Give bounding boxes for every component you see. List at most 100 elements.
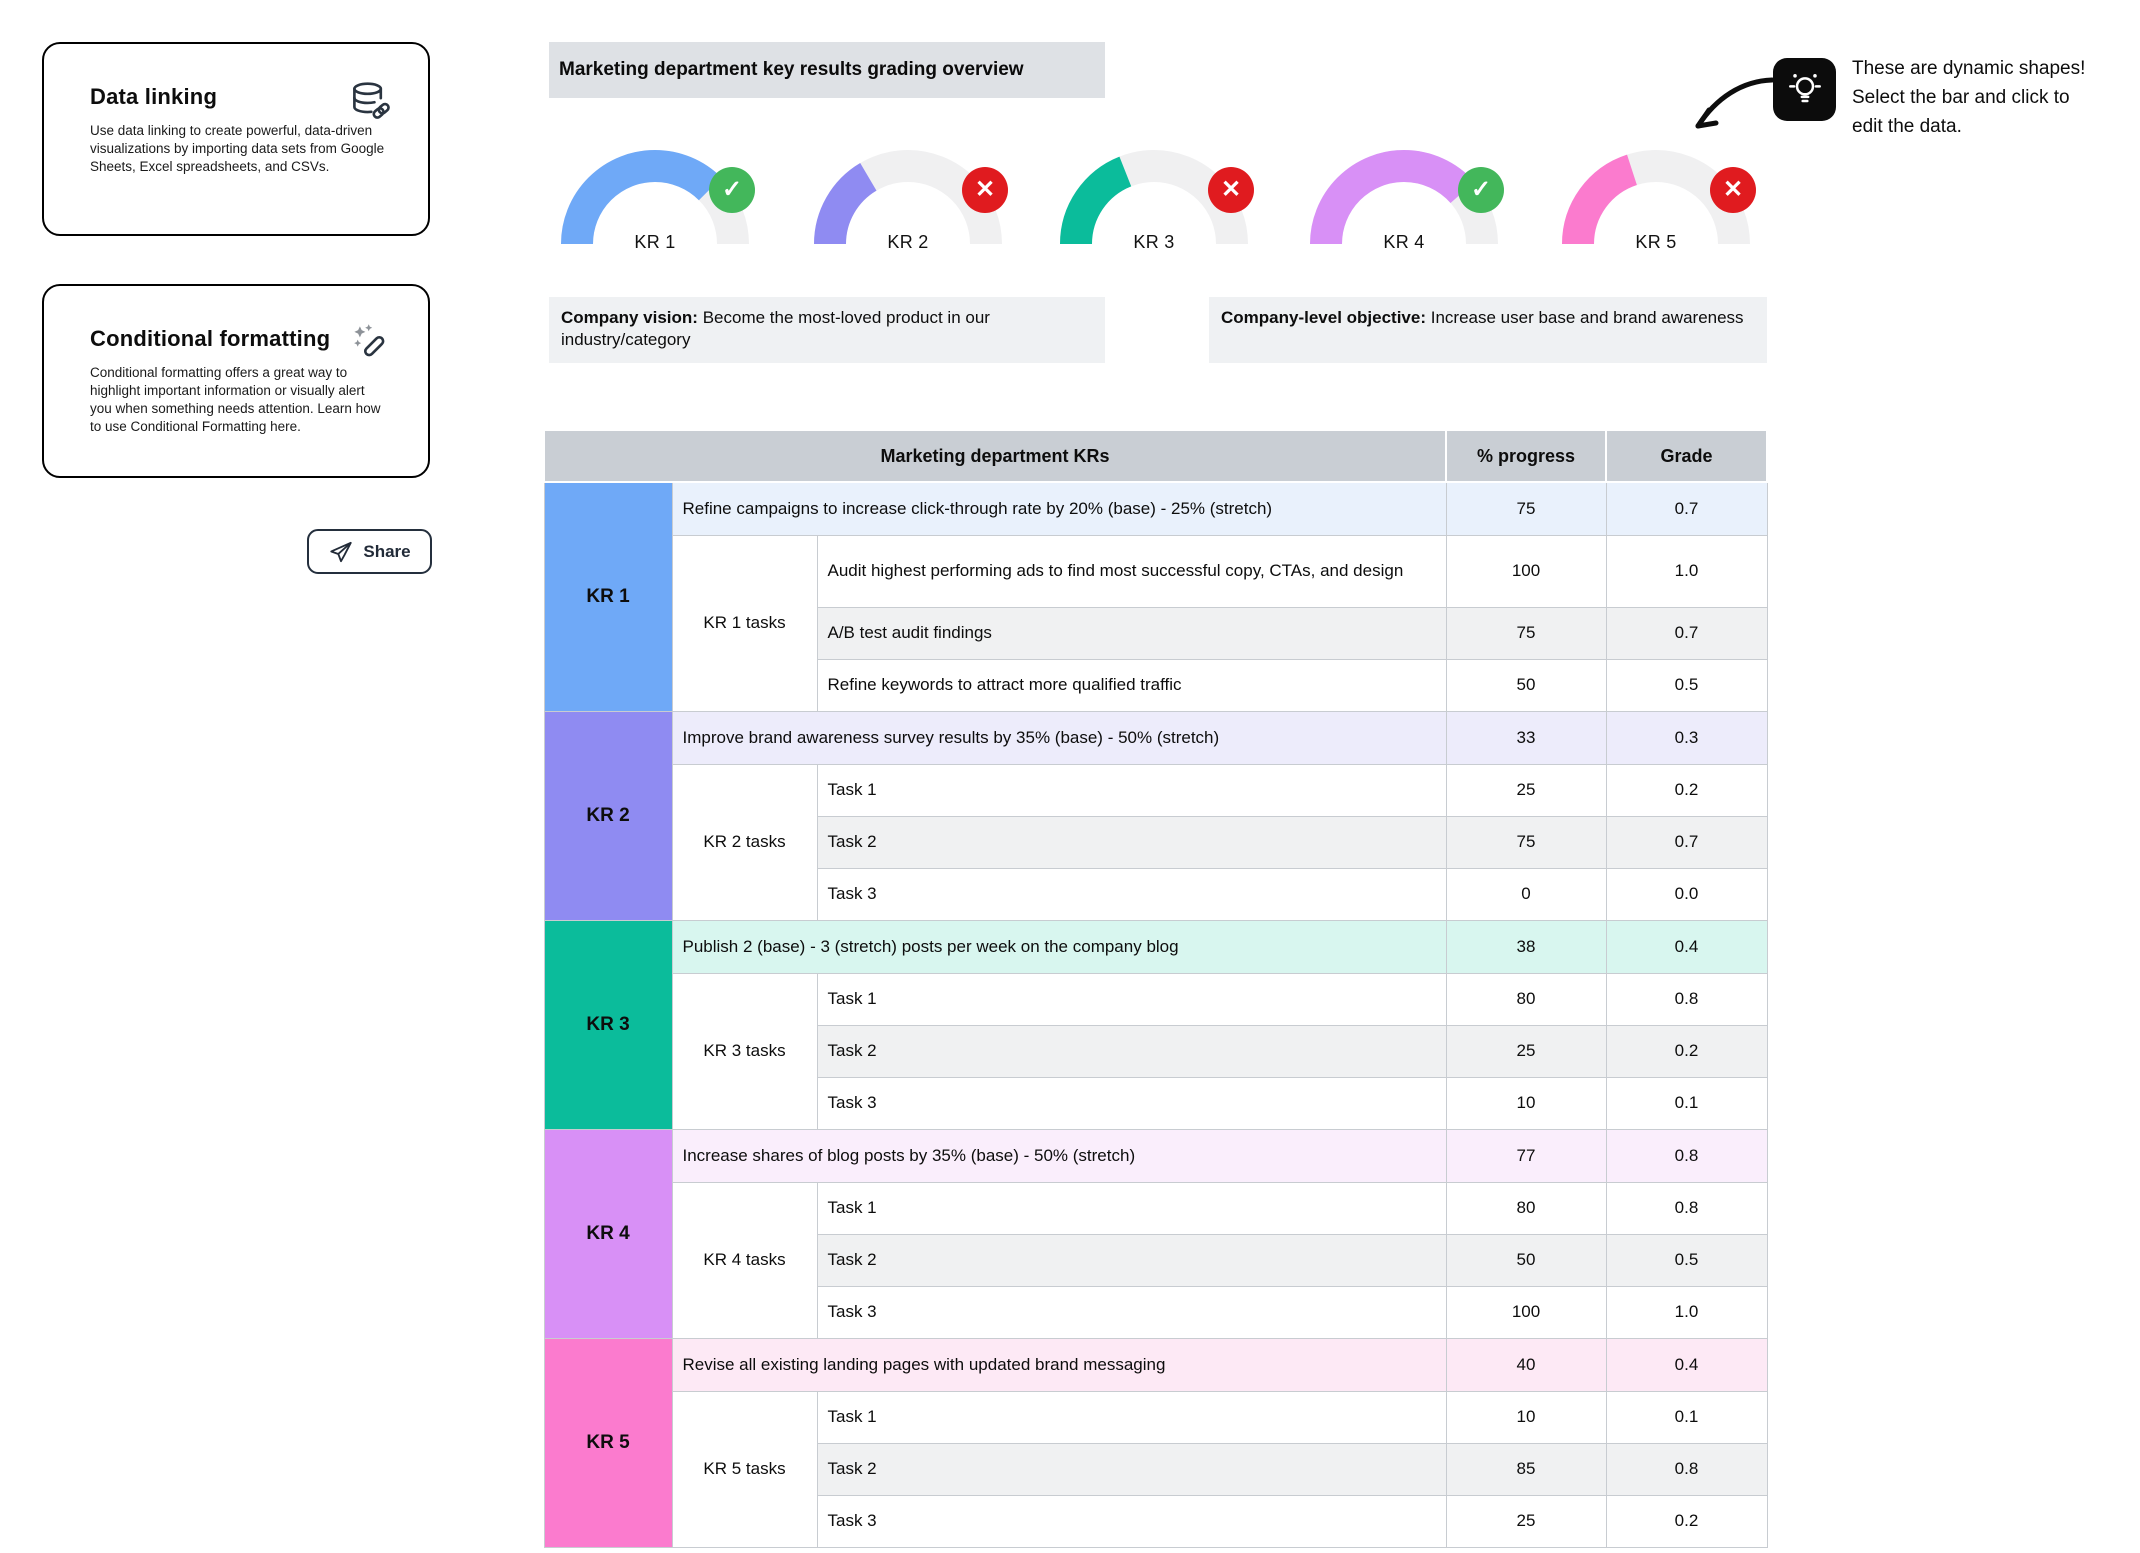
table-header-row: Marketing department KRs % progress Grad… [543, 429, 1768, 483]
grade-cell[interactable]: 0.2 [1605, 1494, 1768, 1548]
data-linking-card[interactable]: Data linking Use data linking to create … [42, 42, 430, 236]
grade-cell[interactable]: 1.0 [1605, 534, 1768, 608]
board-title[interactable]: Marketing department key results grading… [549, 42, 1105, 98]
header-progress[interactable]: % progress [1445, 429, 1607, 483]
progress-cell[interactable]: 25 [1445, 1024, 1607, 1078]
gauge-label: KR 4 [1383, 232, 1425, 252]
task-row: Task 3 100 1.0 [544, 1285, 1768, 1339]
grade-cell[interactable]: 0.5 [1605, 658, 1768, 712]
tasks-label-cell[interactable]: KR 4 tasks [671, 1181, 818, 1339]
progress-cell[interactable]: 80 [1445, 1181, 1607, 1235]
kr-desc-cell[interactable]: Improve brand awareness survey results b… [671, 710, 1447, 765]
company-objective-box[interactable]: Company-level objective: Increase user b… [1209, 297, 1767, 363]
grade-cell[interactable]: 0.2 [1605, 763, 1768, 817]
conditional-formatting-card[interactable]: Conditional formatting Conditional forma… [42, 284, 430, 478]
tasks-label-cell[interactable]: KR 3 tasks [671, 972, 818, 1130]
grade-cell[interactable]: 1.0 [1605, 1285, 1768, 1339]
task-desc-cell[interactable]: Task 3 [816, 1076, 1447, 1130]
grade-cell[interactable]: 0.8 [1605, 1442, 1768, 1496]
progress-cell[interactable]: 10 [1445, 1390, 1607, 1444]
task-desc-cell[interactable]: A/B test audit findings [816, 606, 1447, 660]
progress-cell[interactable]: 50 [1445, 1233, 1607, 1287]
task-desc-cell[interactable]: Task 2 [816, 1442, 1447, 1496]
kr-desc-cell[interactable]: Refine campaigns to increase click-throu… [671, 481, 1447, 536]
share-button[interactable]: Share [307, 529, 432, 574]
task-desc-cell[interactable]: Task 2 [816, 1233, 1447, 1287]
kr-label-cell[interactable]: KR 2 [543, 710, 673, 921]
progress-cell[interactable]: 75 [1445, 815, 1607, 869]
status-badge[interactable]: ✓ [709, 167, 755, 213]
grade-cell[interactable]: 0.2 [1605, 1024, 1768, 1078]
kr-desc-cell[interactable]: Revise all existing landing pages with u… [671, 1337, 1447, 1392]
gauge-kr-1[interactable]: ✓ KR 1 [560, 147, 755, 259]
grade-cell[interactable]: 0.7 [1605, 815, 1768, 869]
kr-label-cell[interactable]: KR 5 [543, 1337, 673, 1548]
progress-cell[interactable]: 33 [1445, 710, 1607, 765]
gauge-kr-2[interactable]: ✕ KR 2 [813, 147, 1008, 259]
task-desc-cell[interactable]: Task 1 [816, 763, 1447, 817]
grade-cell[interactable]: 0.1 [1605, 1390, 1768, 1444]
header-grade[interactable]: Grade [1605, 429, 1768, 483]
kr-desc-cell[interactable]: Increase shares of blog posts by 35% (ba… [671, 1128, 1447, 1183]
grade-cell[interactable]: 0.4 [1605, 1337, 1768, 1392]
grade-cell[interactable]: 0.5 [1605, 1233, 1768, 1287]
kr-label-cell[interactable]: KR 3 [543, 919, 673, 1130]
kr-label-cell[interactable]: KR 4 [543, 1128, 673, 1339]
status-badge[interactable]: ✕ [962, 167, 1008, 213]
tasks-label-cell[interactable]: KR 1 tasks [671, 534, 818, 712]
task-desc-cell[interactable]: Refine keywords to attract more qualifie… [816, 658, 1447, 712]
grade-cell[interactable]: 0.3 [1605, 710, 1768, 765]
task-desc-cell[interactable]: Task 1 [816, 1390, 1447, 1444]
grade-cell[interactable]: 0.1 [1605, 1076, 1768, 1130]
grade-cell[interactable]: 0.8 [1605, 1128, 1768, 1183]
progress-cell[interactable]: 40 [1445, 1337, 1607, 1392]
board-title-text: Marketing department key results grading… [559, 59, 1024, 80]
progress-cell[interactable]: 85 [1445, 1442, 1607, 1496]
company-vision-box[interactable]: Company vision: Become the most-loved pr… [549, 297, 1105, 363]
task-desc-cell[interactable]: Task 3 [816, 867, 1447, 921]
grade-cell[interactable]: 0.7 [1605, 481, 1768, 536]
tasks-label-cell[interactable]: KR 2 tasks [671, 763, 818, 921]
progress-cell[interactable]: 10 [1445, 1076, 1607, 1130]
task-row: Task 2 85 0.8 [544, 1442, 1768, 1496]
grade-cell[interactable]: 0.8 [1605, 1181, 1768, 1235]
task-desc-cell[interactable]: Task 3 [816, 1494, 1447, 1548]
progress-cell[interactable]: 77 [1445, 1128, 1607, 1183]
grade-cell[interactable]: 0.8 [1605, 972, 1768, 1026]
tasks-label-cell[interactable]: KR 5 tasks [671, 1390, 818, 1548]
progress-cell[interactable]: 25 [1445, 763, 1607, 817]
task-desc-cell[interactable]: Task 2 [816, 815, 1447, 869]
task-row: KR 4 tasks Task 1 80 0.8 [544, 1181, 1768, 1339]
progress-cell[interactable]: 0 [1445, 867, 1607, 921]
progress-cell[interactable]: 50 [1445, 658, 1607, 712]
task-desc-cell[interactable]: Task 1 [816, 1181, 1447, 1235]
grade-cell[interactable]: 0.4 [1605, 919, 1768, 974]
kr-desc-cell[interactable]: Publish 2 (base) - 3 (stretch) posts per… [671, 919, 1447, 974]
status-badge[interactable]: ✕ [1208, 167, 1254, 213]
progress-cell[interactable]: 100 [1445, 534, 1607, 608]
gauge-label: KR 2 [887, 232, 929, 252]
kr-label-cell[interactable]: KR 1 [543, 481, 673, 712]
task-row: KR 1 tasks Audit highest performing ads … [544, 534, 1768, 712]
progress-cell[interactable]: 80 [1445, 972, 1607, 1026]
curved-arrow [1695, 77, 1775, 129]
progress-cell[interactable]: 25 [1445, 1494, 1607, 1548]
progress-cell[interactable]: 75 [1445, 481, 1607, 536]
gauge-kr-4[interactable]: ✓ KR 4 [1309, 147, 1504, 259]
gauge-kr-5[interactable]: ✕ KR 5 [1561, 147, 1756, 259]
kr-table[interactable]: Marketing department KRs % progress Grad… [543, 429, 1768, 1548]
company-objective-label: Company-level objective: [1221, 308, 1427, 327]
status-badge[interactable]: ✓ [1458, 167, 1504, 213]
task-desc-cell[interactable]: Task 3 [816, 1285, 1447, 1339]
task-desc-cell[interactable]: Audit highest performing ads to find mos… [816, 534, 1447, 608]
progress-cell[interactable]: 75 [1445, 606, 1607, 660]
progress-cell[interactable]: 38 [1445, 919, 1607, 974]
status-badge[interactable]: ✕ [1710, 167, 1756, 213]
grade-cell[interactable]: 0.0 [1605, 867, 1768, 921]
task-desc-cell[interactable]: Task 2 [816, 1024, 1447, 1078]
progress-cell[interactable]: 100 [1445, 1285, 1607, 1339]
header-krs[interactable]: Marketing department KRs [543, 429, 1447, 483]
task-desc-cell[interactable]: Task 1 [816, 972, 1447, 1026]
grade-cell[interactable]: 0.7 [1605, 606, 1768, 660]
gauge-kr-3[interactable]: ✕ KR 3 [1059, 147, 1254, 259]
